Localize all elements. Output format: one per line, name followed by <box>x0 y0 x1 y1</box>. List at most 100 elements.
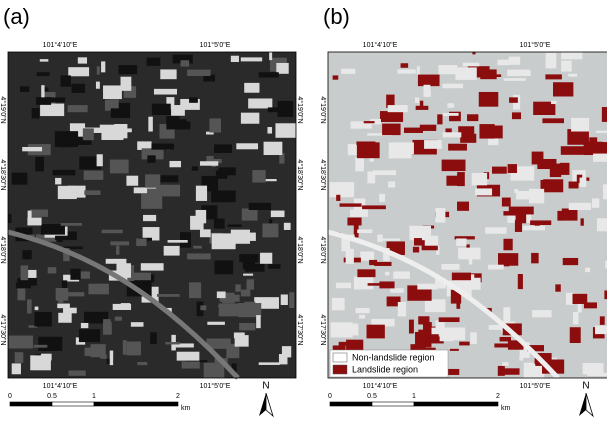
texture <box>68 105 88 112</box>
texture <box>514 189 518 193</box>
texture <box>420 125 436 131</box>
texture <box>409 320 414 334</box>
texture <box>78 57 87 63</box>
texture <box>561 61 572 72</box>
texture <box>125 128 131 132</box>
texture <box>573 312 578 324</box>
texture <box>34 312 51 327</box>
texture <box>110 351 113 366</box>
texture <box>137 362 147 365</box>
scale-label: 0 <box>8 393 12 400</box>
texture <box>460 134 476 143</box>
texture <box>600 316 605 325</box>
texture <box>503 307 510 323</box>
top-coordinate: 101°4'10"E <box>43 41 78 49</box>
left-coordinate: 4°19'0"N <box>319 96 327 123</box>
texture <box>512 112 521 119</box>
texture <box>40 104 64 117</box>
texture <box>267 127 272 134</box>
texture <box>580 178 587 187</box>
texture <box>96 82 100 89</box>
texture <box>245 264 265 272</box>
texture <box>57 304 70 309</box>
texture <box>362 205 386 209</box>
texture <box>200 161 218 165</box>
texture <box>157 294 180 297</box>
texture <box>389 142 412 158</box>
texture <box>121 77 132 91</box>
texture <box>413 247 419 253</box>
texture <box>38 337 62 351</box>
texture <box>475 188 492 195</box>
texture <box>241 233 255 241</box>
texture <box>131 322 144 327</box>
texture <box>382 124 400 136</box>
texture <box>37 72 50 76</box>
texture <box>193 246 202 249</box>
scale-segment <box>10 402 52 406</box>
texture <box>357 229 372 233</box>
texture <box>152 104 171 115</box>
texture <box>189 282 201 298</box>
texture <box>249 203 271 210</box>
texture <box>279 354 288 364</box>
texture <box>147 57 161 65</box>
legend-label: Non-landslide region <box>352 352 435 362</box>
texture <box>373 170 396 175</box>
texture <box>15 352 24 363</box>
texture <box>17 288 25 300</box>
texture <box>529 189 544 204</box>
left-coordinate: 4°19'0"N <box>0 96 7 123</box>
texture <box>457 202 469 211</box>
texture <box>357 269 375 277</box>
texture <box>532 152 544 165</box>
legend-swatch <box>333 353 347 362</box>
texture <box>509 57 521 65</box>
texture <box>101 61 105 72</box>
texture <box>592 198 599 207</box>
texture <box>503 239 512 250</box>
texture <box>154 89 177 95</box>
texture <box>102 230 123 234</box>
texture <box>141 263 164 270</box>
texture <box>271 211 285 218</box>
texture <box>578 304 582 312</box>
texture <box>583 363 604 374</box>
texture <box>553 82 573 96</box>
texture <box>546 53 557 68</box>
texture <box>467 114 478 121</box>
texture <box>463 63 479 67</box>
texture <box>388 105 408 112</box>
texture <box>241 113 259 124</box>
texture <box>69 371 86 376</box>
texture <box>333 75 339 79</box>
texture <box>340 203 362 206</box>
texture <box>136 238 146 246</box>
texture <box>355 308 369 313</box>
texture <box>417 284 437 290</box>
texture <box>331 322 353 337</box>
texture <box>84 171 104 180</box>
texture <box>55 178 61 184</box>
texture <box>212 233 236 249</box>
top-coordinate: 101°5'0"E <box>520 41 551 49</box>
texture <box>231 56 239 62</box>
left-coordinate: 4°18'0"N <box>0 236 7 263</box>
texture <box>8 214 11 223</box>
texture <box>214 144 232 153</box>
texture <box>256 315 261 328</box>
scale-label: 2 <box>176 393 180 400</box>
texture <box>488 265 504 270</box>
texture <box>289 292 294 308</box>
texture <box>442 160 466 172</box>
texture <box>557 211 563 221</box>
texture <box>379 194 385 202</box>
texture <box>106 259 127 264</box>
texture <box>581 218 584 225</box>
texture <box>182 361 200 368</box>
texture <box>459 342 469 346</box>
scale-segment <box>372 402 414 406</box>
texture <box>123 340 127 355</box>
texture <box>416 106 429 110</box>
texture <box>236 143 258 149</box>
